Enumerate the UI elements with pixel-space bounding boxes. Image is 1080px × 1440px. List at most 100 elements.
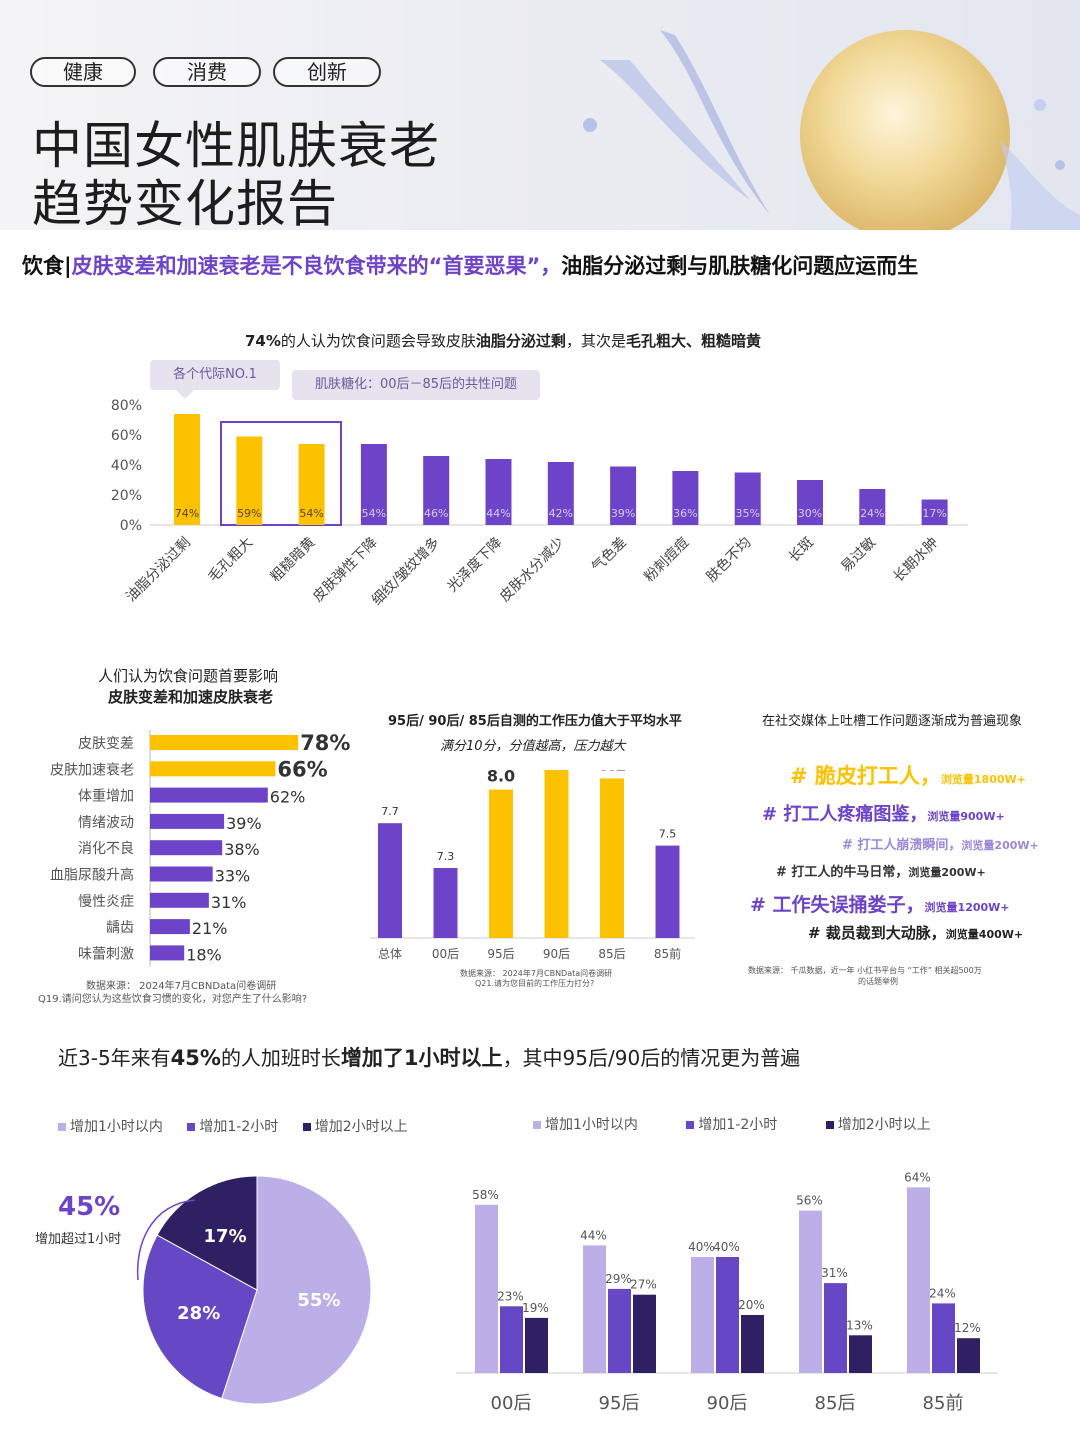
chart1-bar [921, 499, 948, 525]
chart2-value: 39% [226, 814, 262, 833]
pie-slice-label: 55% [297, 1290, 340, 1311]
chart1-title-bold1: 油脂分泌过剩 [475, 332, 566, 350]
chart3-bar [544, 770, 569, 938]
social-topic-4[interactable]: # 打工人的牛马日常，浏览量200W+ [776, 861, 986, 880]
chart1-xtick: 易过敏 [838, 535, 879, 576]
pie-legend-label-3: 增加2小时以上 [314, 1119, 408, 1135]
chart5-value: 56% [796, 1194, 823, 1208]
chart5-bar [907, 1187, 930, 1373]
chart1-bar-label: 24% [860, 507, 884, 520]
pie-legend-item-2: 增加1-2小时 [187, 1119, 278, 1135]
chart3-value: 7.5 [659, 828, 677, 841]
bar-legend-label-2: 增加1-2小时 [698, 1117, 778, 1133]
chart1-bar-label: 74% [175, 507, 199, 520]
chart2-bar [150, 735, 299, 750]
social-topic-3[interactable]: # 打工人崩溃瞬间，浏览量200W+ [842, 834, 1039, 853]
chart2-bar [150, 787, 268, 803]
social-topic-2-views: 浏览量900W+ [927, 810, 1005, 823]
chart2-title-line2: 皮肤变差和加速皮肤衰老 [108, 688, 274, 706]
chart2-category: 龋齿 [106, 920, 134, 936]
chart2-category: 体重增加 [78, 789, 134, 805]
legend-swatch-1 [58, 1123, 66, 1131]
chart5-bar [475, 1204, 498, 1373]
chart5-bar [799, 1210, 822, 1373]
chart2-category: 血脂尿酸升高 [50, 867, 134, 884]
chart5-value: 19% [522, 1301, 549, 1315]
social-title: 在社交媒体上吐槽工作问题逐渐成为普遍现象 [762, 714, 1023, 729]
chart1-glycation-box [220, 421, 342, 526]
social-topic-1-views: 浏览量1800W+ [940, 773, 1026, 786]
chart5-bar [824, 1283, 847, 1373]
chart2-category: 消化不良 [78, 841, 134, 857]
chart1-bar-label: 17% [922, 507, 946, 520]
section2-pct: 45% [170, 1046, 221, 1070]
chart3-xtick: 90后 [543, 947, 570, 961]
legend-swatch-6 [825, 1121, 834, 1129]
chart3-value: 8.1 [598, 770, 626, 774]
pie-callout-value: 45% [58, 1192, 121, 1222]
chart5-xtick: 00后 [491, 1393, 532, 1414]
pie-legend-item-3: 增加2小时以上 [302, 1119, 408, 1135]
tag-consumption[interactable]: 消费 [153, 57, 261, 87]
chart3-xtick: 总体 [378, 947, 402, 961]
pie-legend-label-1: 增加1小时以内 [70, 1119, 163, 1135]
chart1-xtick: 毛孔粗大 [205, 535, 256, 586]
chart3-bar [433, 868, 458, 938]
chart1-title-bold2: 毛孔粗大、粗糙暗黄 [625, 332, 761, 350]
chart1-xtick: 光泽度下降 [445, 535, 506, 596]
chart1-bar [797, 480, 823, 525]
social-topic-2-tag: # 打工人疼痛图鉴， [762, 804, 928, 825]
social-topic-2[interactable]: # 打工人疼痛图鉴，浏览量900W+ [762, 800, 1005, 826]
chart5-bar [633, 1294, 656, 1373]
chart1-xtick: 长斑 [786, 535, 817, 566]
chart5-value: 44% [580, 1228, 607, 1242]
section2-bold: 增加了1小时以上 [340, 1046, 503, 1070]
social-topic-5[interactable]: # 工作失误捅娄子，浏览量1200W+ [750, 890, 1010, 917]
chart1-xtick: 粉刺痘痘 [641, 535, 692, 586]
legend-swatch-4 [533, 1121, 541, 1129]
chart3-value: 8.0 [487, 770, 515, 786]
chart1-title: 74%的人认为饮食问题会导致皮肤油脂分泌过剩，其次是毛孔粗大、粗糙暗黄 [245, 330, 761, 351]
social-topic-1[interactable]: # 脆皮打工人，浏览量1800W+ [790, 760, 1026, 790]
chart5-xtick: 95后 [599, 1393, 640, 1414]
social-topic-3-tag: # 打工人崩溃瞬间， [842, 838, 962, 853]
chart1-xtick: 油脂分泌过剩 [123, 535, 194, 606]
chart2-value: 31% [211, 893, 247, 912]
chart1-xtick: 肤色不均 [703, 534, 755, 586]
chart1-bar [610, 466, 637, 525]
social-topic-6[interactable]: # 裁员裁到大动脉，浏览量400W+ [808, 922, 1023, 943]
chart1-title-text1: 的人认为饮食问题会导致皮肤 [280, 332, 476, 350]
bar-legend-label-3: 增加2小时以上 [837, 1117, 931, 1133]
chart1-ytick: 20% [111, 488, 142, 504]
tag-innovation[interactable]: 创新 [273, 57, 381, 87]
chart3-xtick: 85前 [654, 946, 681, 961]
report-header: 健康 消费 创新 中国女性肌肤衰老 趋势变化报告 [0, 0, 1080, 230]
chart3-xtick: 85后 [598, 947, 625, 961]
chart1-bar-label: 54% [299, 507, 323, 520]
chart5-value: 13% [846, 1318, 873, 1332]
social-topic-6-views: 浏览量400W+ [945, 928, 1024, 941]
chart1-bar-label: 35% [735, 507, 759, 520]
chart1-bar [859, 489, 886, 525]
pie-legend: 增加1小时以内 增加1-2小时 增加2小时以上 [58, 1116, 428, 1136]
chart1-xtick: 皮肤弹性下降 [310, 535, 381, 606]
pie-callout-text: 增加超过1小时 [35, 1232, 122, 1247]
tag-health[interactable]: 健康 [30, 57, 136, 87]
chart2-question: Q19.请问您认为这些饮食习惯的变化，对您产生了什么影响? [38, 994, 308, 1005]
chart2-category: 味蕾刺激 [78, 945, 134, 962]
chart2-bar [150, 761, 276, 777]
social-topic-6-tag: # 裁员裁到大动脉， [808, 924, 946, 942]
chart1-bar-label: 42% [549, 507, 573, 520]
pie-legend-label-2: 增加1-2小时 [199, 1119, 279, 1135]
chart2-source: 数据来源： 2024年7月CBNData问卷调研 [86, 981, 277, 992]
chart1-xtick: 皮肤水分减少 [497, 535, 568, 606]
section-headline-diet: 饮食|皮肤变差和加速衰老是不良饮食带来的“首要恶果”，油脂分泌过剩与肌肤糖化问题… [22, 250, 918, 280]
chart5-bar [583, 1245, 606, 1373]
decorative-water-splash-icon [583, 30, 1080, 230]
chart1-ytick: 40% [111, 458, 142, 474]
report-title-line2: 趋势变化报告 [32, 175, 338, 230]
bar-legend-item-1: 增加1小时以内 [533, 1117, 638, 1133]
chart1-bar [174, 414, 200, 525]
section2-text1: 近3-5年来有 [58, 1046, 171, 1070]
